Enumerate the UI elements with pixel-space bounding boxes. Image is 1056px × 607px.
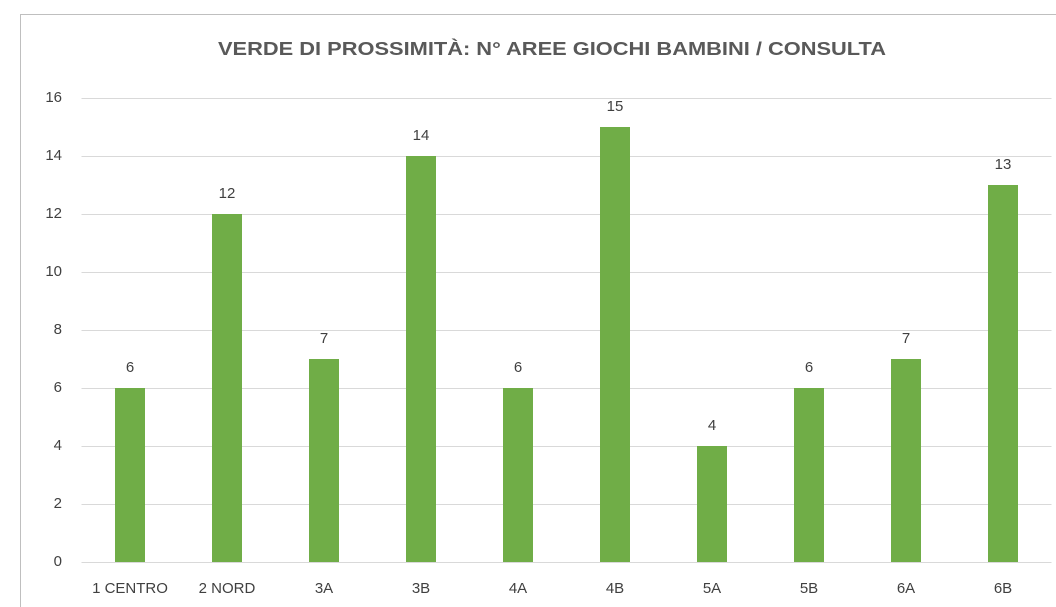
- x-tick-label: 5B: [800, 580, 818, 597]
- bar: [697, 446, 727, 562]
- data-label: 6: [805, 359, 813, 376]
- bar: [794, 388, 824, 562]
- x-tick-label: 1 CENTRO: [92, 580, 168, 597]
- y-tick-label: 6: [54, 379, 62, 396]
- data-label: 4: [708, 417, 716, 434]
- y-tick-label: 8: [54, 321, 62, 338]
- data-label: 13: [995, 156, 1012, 173]
- chart-title: VERDE DI PROSSIMITÀ: N° AREE GIOCHI BAMB…: [218, 38, 886, 59]
- x-tick-label: 5A: [703, 580, 721, 597]
- x-tick-label: 4B: [606, 580, 624, 597]
- bar: [891, 359, 921, 562]
- y-tick-label: 16: [45, 89, 62, 106]
- bar: [212, 214, 242, 562]
- data-label: 12: [219, 185, 236, 202]
- x-tick-label: 3A: [315, 580, 333, 597]
- x-tick-label: 2 NORD: [199, 580, 256, 597]
- bar: [309, 359, 339, 562]
- chart-frame: [20, 14, 1056, 607]
- y-tick-label: 4: [54, 437, 62, 454]
- bar: [115, 388, 145, 562]
- bar: [406, 156, 436, 562]
- y-tick-label: 2: [54, 495, 62, 512]
- x-tick-label: 4A: [509, 580, 527, 597]
- x-tick-label: 6A: [897, 580, 915, 597]
- data-label: 7: [320, 330, 328, 347]
- data-label: 6: [126, 359, 134, 376]
- bar: [988, 185, 1018, 562]
- data-label: 14: [413, 127, 430, 144]
- data-label: 7: [902, 330, 910, 347]
- y-tick-label: 12: [45, 205, 62, 222]
- y-tick-label: 10: [45, 263, 62, 280]
- y-tick-label: 0: [54, 553, 62, 570]
- bar: [600, 127, 630, 562]
- data-label: 15: [607, 98, 624, 115]
- x-tick-label: 6B: [994, 580, 1012, 597]
- x-tick-label: 3B: [412, 580, 430, 597]
- data-label: 6: [514, 359, 522, 376]
- bar: [503, 388, 533, 562]
- y-tick-label: 14: [45, 147, 62, 164]
